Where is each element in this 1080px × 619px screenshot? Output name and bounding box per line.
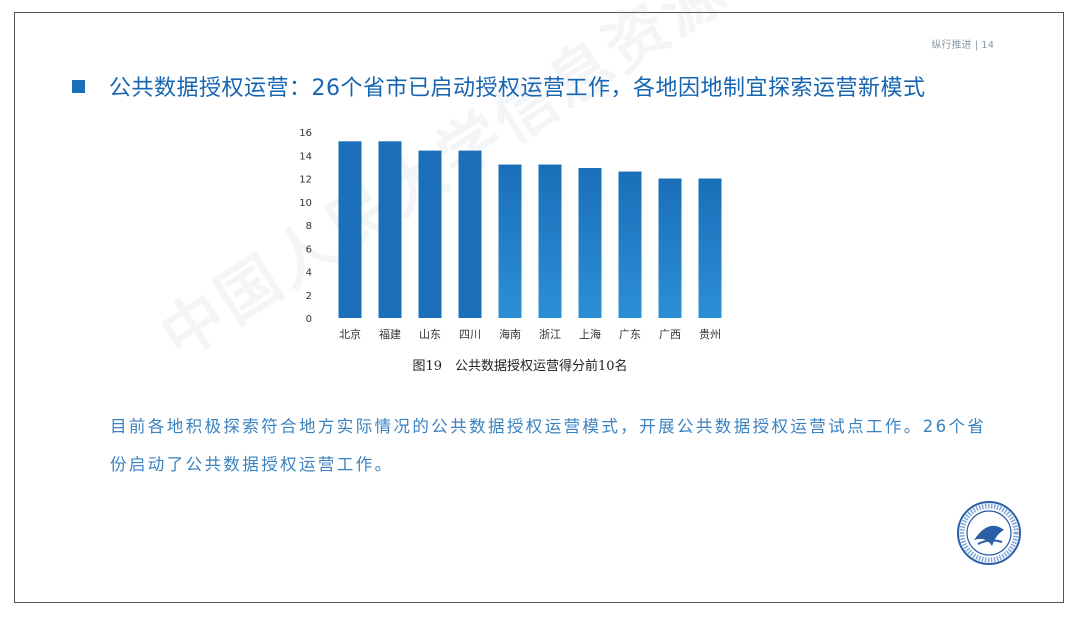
x-tick-label: 贵州 <box>699 328 721 341</box>
bar-广东 <box>618 171 642 318</box>
bar-山东 <box>418 150 442 318</box>
x-tick-label: 山东 <box>419 328 441 341</box>
bar-贵州 <box>698 178 722 318</box>
y-tick-label: 14 <box>299 151 312 162</box>
figure-caption: 图19 公共数据授权运营得分前10名 <box>412 359 628 374</box>
y-tick-label: 6 <box>306 244 312 255</box>
x-tick-label: 广东 <box>619 328 641 341</box>
bar-福建 <box>378 141 402 318</box>
y-tick-label: 10 <box>299 198 312 209</box>
y-tick-label: 2 <box>306 291 312 302</box>
university-seal-icon <box>957 501 1021 565</box>
bar-四川 <box>458 150 482 318</box>
bar-广西 <box>658 178 682 318</box>
body-paragraph: 目前各地积极探索符合地方实际情况的公共数据授权运营模式，开展公共数据授权运营试点… <box>110 417 987 474</box>
y-tick-label: 8 <box>306 221 312 232</box>
x-tick-label: 福建 <box>379 327 401 341</box>
bar-海南 <box>498 164 522 318</box>
y-tick-label: 4 <box>306 268 312 279</box>
x-tick-label: 浙江 <box>539 328 561 341</box>
header-tag: 纵行推进 | 14 <box>931 40 994 51</box>
x-tick-label: 海南 <box>499 327 521 341</box>
title-row: 公共数据授权运营：26个省市已启动授权运营工作，各地因地制宜探索运营新模式 <box>72 70 926 102</box>
bullet-square-icon <box>72 79 85 93</box>
y-tick-label: 0 <box>306 314 312 325</box>
x-tick-label: 广西 <box>659 328 681 341</box>
x-tick-label: 上海 <box>579 327 601 341</box>
bar-浙江 <box>538 164 562 318</box>
y-tick-label: 16 <box>299 128 312 139</box>
slide-title: 公共数据授权运营：26个省市已启动授权运营工作，各地因地制宜探索运营新模式 <box>109 76 926 101</box>
x-tick-label: 北京 <box>339 327 361 341</box>
bar-北京 <box>338 141 362 318</box>
x-tick-label: 四川 <box>459 328 481 341</box>
bar-上海 <box>578 168 602 318</box>
y-tick-label: 12 <box>299 175 312 186</box>
